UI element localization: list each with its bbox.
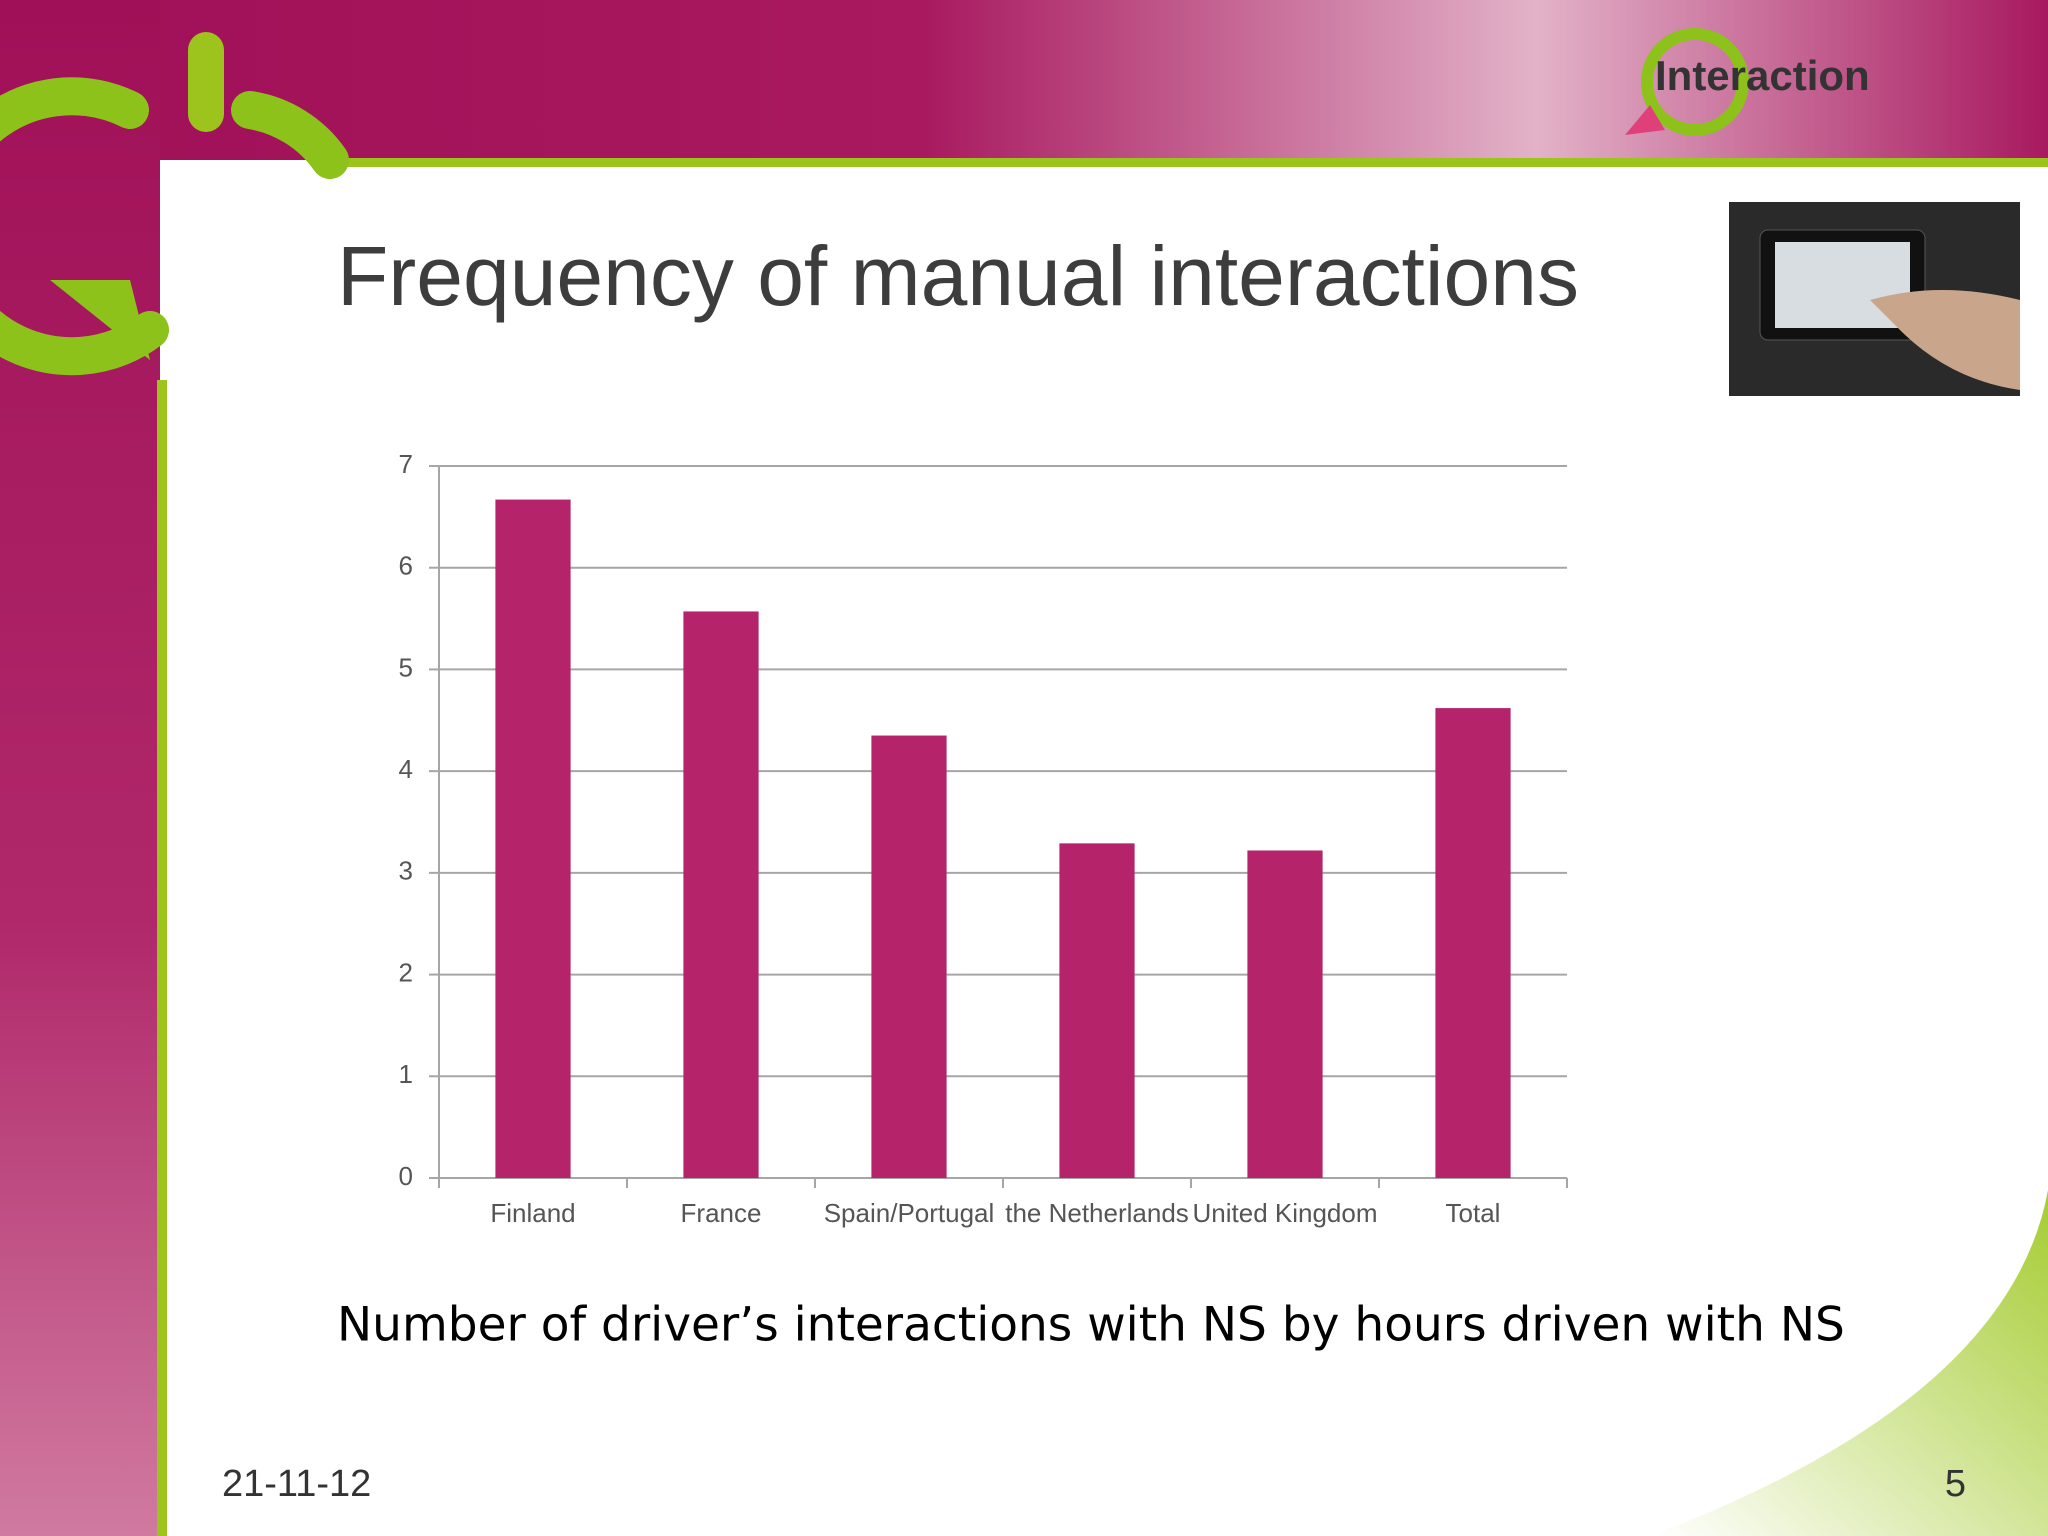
- logo-arrow: [1625, 105, 1665, 135]
- logo-stem: [188, 32, 224, 132]
- green-rule: [157, 380, 167, 1536]
- left-band: [0, 0, 160, 1536]
- x-tick-label: Total: [1445, 1198, 1501, 1228]
- logo-ring: [0, 77, 169, 376]
- page-number: 5: [1945, 1463, 1966, 1505]
- bar: [1059, 843, 1135, 1178]
- corner-decoration: [1650, 1190, 2048, 1536]
- y-tick-label: 1: [399, 1059, 413, 1089]
- bar: [683, 611, 759, 1178]
- slide-title: Frequency of manual interactions: [337, 229, 1579, 323]
- y-tick-label: 0: [399, 1161, 413, 1191]
- logo-ring: [231, 91, 349, 179]
- x-tick-label: the Netherlands: [1005, 1198, 1189, 1228]
- logo-text: Interaction: [1655, 52, 1870, 99]
- logo-ring: [1641, 28, 1749, 136]
- bar: [1435, 708, 1511, 1178]
- y-tick-label: 6: [399, 551, 413, 581]
- bar: [1247, 850, 1323, 1178]
- y-tick-label: 2: [399, 957, 413, 987]
- y-tick-label: 5: [399, 652, 413, 682]
- y-tick-label: 3: [399, 856, 413, 886]
- x-tick-label: Spain/Portugal: [823, 1198, 995, 1228]
- bar: [495, 499, 571, 1179]
- x-tick-label: Finland: [490, 1198, 576, 1228]
- x-tick-label: France: [680, 1198, 762, 1228]
- caption: Number of driver’s interactions with NS …: [337, 1298, 1845, 1353]
- date: 21-11-12: [222, 1463, 371, 1505]
- y-tick-label: 4: [399, 754, 413, 784]
- x-tick-label: United Kingdom: [1192, 1198, 1378, 1228]
- y-tick-label: 7: [399, 449, 413, 479]
- photo-hand: [1870, 290, 2020, 390]
- logo-arrow: [50, 280, 150, 360]
- green-rule: [340, 158, 2048, 167]
- bar: [871, 735, 947, 1178]
